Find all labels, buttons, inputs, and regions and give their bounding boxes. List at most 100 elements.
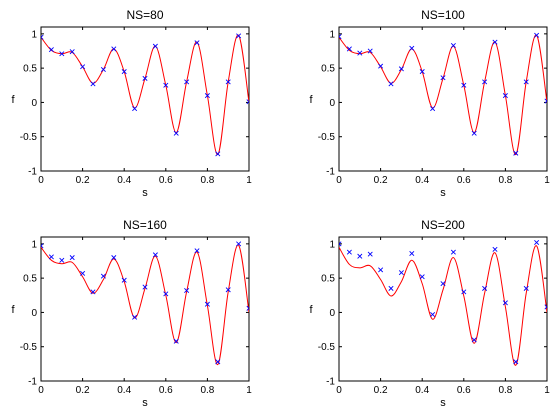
y-tick-label: 1 (329, 239, 335, 250)
series-marker (440, 75, 446, 81)
marker-stroke (173, 338, 179, 344)
y-tick-label: 0.5 (321, 64, 335, 75)
subplot-4: 0 0.2 0.4 0.6 0.8 1 -1 -0.5 0 0.5 1 NS=200 s f (309, 218, 550, 409)
marker-stroke (367, 251, 373, 257)
marker-stroke (544, 304, 547, 308)
x-tick-label: 0.4 (415, 385, 429, 396)
series-marker (48, 47, 54, 53)
plot-area (41, 241, 249, 366)
marker-stroke (132, 314, 138, 320)
marker-stroke (544, 98, 547, 102)
marker-stroke (204, 301, 210, 307)
series-marker (90, 289, 96, 295)
series-marker (471, 130, 477, 136)
subplot-title: NS=100 (421, 8, 465, 22)
subplot-2: 0 0.2 0.4 0.6 0.8 1 -1 -0.5 0 0.5 1 NS=100 s f (309, 8, 550, 199)
series-marker (225, 79, 231, 85)
series-marker (80, 64, 86, 70)
x-tick-label: 0.8 (498, 175, 512, 186)
y-tick-label: -1 (28, 167, 37, 178)
marker-stroke (225, 79, 231, 85)
x-tick-label: 0.2 (76, 385, 90, 396)
series-marker (523, 285, 529, 291)
x-tick-label: 0.4 (415, 175, 429, 186)
marker-stroke (523, 285, 529, 291)
marker-stroke (69, 255, 75, 261)
series-marker (173, 130, 179, 136)
y-axis-label: f (11, 304, 15, 316)
y-tick-label: 1 (329, 29, 335, 40)
y-tick-label: 0 (329, 98, 335, 109)
series-marker (69, 255, 75, 261)
series-marker (142, 75, 148, 81)
marker-stroke (346, 46, 352, 52)
x-tick-label: 0.6 (457, 385, 471, 396)
x-tick-label: 0 (336, 385, 342, 396)
y-tick-label: 0.5 (23, 274, 37, 285)
marker-stroke (409, 250, 415, 256)
axes-box (338, 26, 548, 172)
series-marker (48, 254, 54, 260)
y-tick-label: 1 (31, 239, 37, 250)
series-marker (236, 241, 242, 247)
x-axis-label: s (440, 187, 446, 199)
x-axis-label: s (440, 397, 446, 409)
series-marker (398, 66, 404, 72)
plot-area (339, 239, 547, 366)
marker-stroke (184, 287, 190, 294)
series-marker (236, 33, 242, 39)
plot-area (41, 33, 249, 157)
series-marker (482, 285, 488, 291)
y-tick-label: 0 (329, 308, 335, 319)
y-axis-label: f (309, 94, 313, 106)
series-marker (450, 249, 456, 255)
marker-stroke (41, 245, 44, 249)
series-marker (378, 63, 384, 69)
series-marker (132, 106, 138, 112)
series-marker (152, 43, 158, 49)
y-tick-label: 0.5 (23, 64, 37, 75)
marker-stroke (388, 285, 394, 291)
series-marker (163, 291, 169, 297)
marker-stroke (246, 99, 249, 103)
axes-box (40, 236, 250, 382)
x-tick-label: 1 (246, 385, 252, 396)
marker-stroke (41, 36, 44, 40)
x-tick-label: 0.8 (200, 175, 214, 186)
series-marker (492, 39, 498, 45)
marker-stroke (41, 243, 44, 247)
series-marker (492, 246, 498, 252)
marker-stroke (339, 35, 342, 40)
marker-stroke (59, 51, 65, 57)
marker-stroke (398, 270, 404, 276)
x-tick-label: 0.8 (498, 385, 512, 396)
series-marker (246, 305, 249, 311)
series-marker (461, 289, 467, 295)
y-axis-label: f (309, 304, 313, 316)
series-marker (204, 93, 210, 99)
series-marker (59, 257, 65, 263)
series-marker (80, 270, 86, 276)
marker-stroke (398, 66, 404, 72)
y-tick-label: 0 (31, 308, 37, 319)
series-marker (357, 253, 363, 259)
x-tick-label: 0.6 (457, 175, 471, 186)
series-marker (367, 48, 373, 54)
marker-stroke (339, 243, 342, 247)
series-marker (90, 81, 96, 87)
series-marker (100, 66, 106, 73)
series-marker (346, 46, 352, 52)
series-marker (339, 34, 342, 40)
marker-stroke (111, 255, 117, 261)
series-marker (111, 46, 117, 52)
series-marker (163, 82, 169, 88)
y-tick-label: -1 (326, 167, 335, 178)
marker-stroke (215, 151, 221, 157)
marker-stroke (152, 43, 158, 49)
marker-stroke (523, 79, 529, 85)
series-marker (471, 337, 477, 343)
series-marker (534, 239, 540, 246)
x-tick-label: 0.6 (159, 175, 173, 186)
marker-stroke (492, 246, 498, 252)
